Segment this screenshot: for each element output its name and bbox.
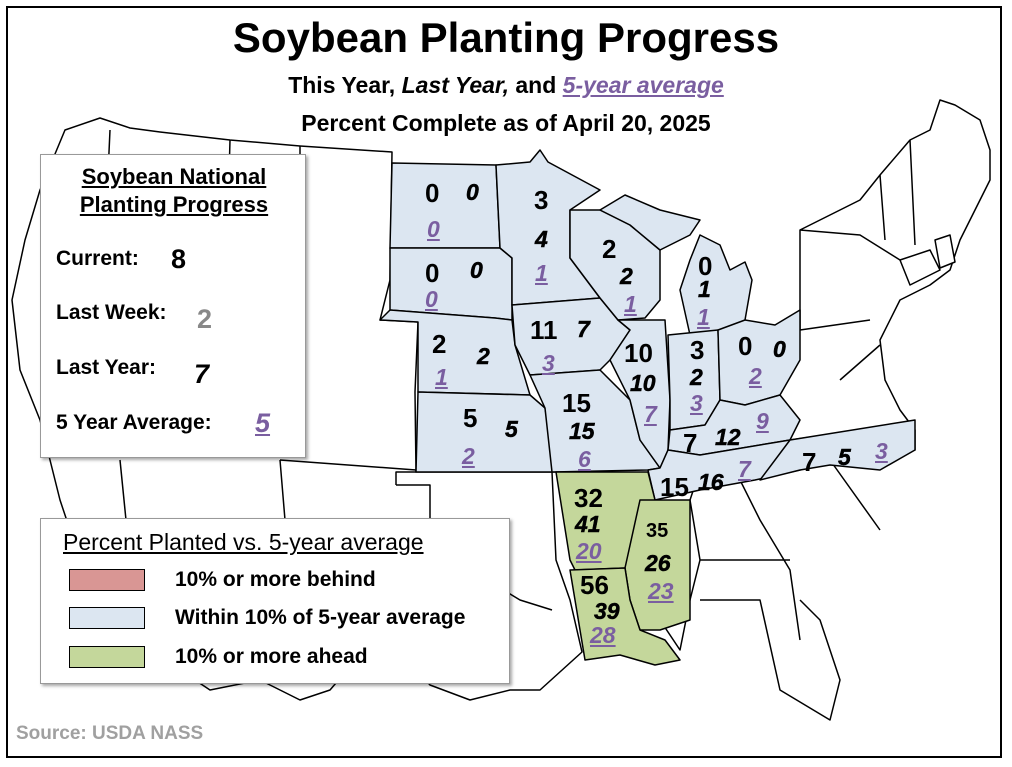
legend-label-behind: 10% or more behind: [175, 568, 376, 591]
state-south-dakota: [389, 247, 513, 321]
legend-swatch-behind: [69, 569, 145, 591]
ar-last-year: 41: [575, 511, 601, 537]
nc-current: 7: [802, 447, 817, 477]
last-year-label: Last Year:: [56, 356, 157, 379]
national-header: Soybean National Planting Progress: [41, 163, 307, 219]
ks-avg: 2: [462, 443, 475, 469]
oh-last-year: 0: [773, 336, 786, 362]
national-header-line2: Planting Progress: [79, 192, 269, 217]
as-of-date: Percent Complete as of April 20, 2025: [301, 110, 711, 136]
ms-last-year: 26: [645, 550, 671, 576]
mi-current: 0: [698, 251, 713, 281]
northeast-outline: [899, 234, 956, 286]
wi-last-year: 2: [620, 263, 633, 289]
state-louisiana: [569, 567, 681, 666]
la-last-year: 39: [594, 598, 620, 624]
chart-frame: [6, 6, 1002, 758]
mi-last-year: 1: [698, 276, 711, 302]
legend-title: Percent Planted vs. 5-year average: [63, 529, 424, 555]
state-michigan-upper: [599, 194, 701, 251]
state-michigan: [679, 234, 753, 336]
la-current: 56: [580, 570, 609, 600]
mo-last-year: 15: [569, 418, 595, 444]
avg-label: 5 Year Average:: [56, 411, 212, 434]
subtitle-pre: This Year,: [288, 72, 402, 98]
ms-current: 35: [646, 520, 669, 542]
legend-label-ahead: 10% or more ahead: [175, 645, 368, 668]
last-year-value: 7: [194, 359, 210, 389]
ky-last-year: 12: [715, 424, 741, 450]
national-progress-box: Soybean National Planting Progress Curren…: [40, 154, 306, 458]
tn-current: 15: [660, 472, 689, 502]
ia-current: 11: [530, 315, 558, 345]
subtitle-mid: and: [509, 72, 563, 98]
nc-avg: 3: [875, 438, 888, 464]
mo-avg: 6: [578, 446, 591, 472]
oh-current: 0: [738, 331, 753, 361]
mo-current: 15: [562, 388, 591, 418]
il-current: 10: [624, 338, 653, 368]
nd-current: 0: [425, 178, 440, 208]
ks-current: 5: [463, 403, 478, 433]
state-kansas: [415, 391, 557, 473]
in-current: 3: [690, 335, 705, 365]
sd-current: 0: [425, 258, 440, 288]
current-value: 8: [171, 244, 187, 274]
state-north-dakota: [389, 162, 501, 249]
wi-current: 2: [602, 234, 617, 264]
subtitle-avg: 5-year average: [562, 72, 724, 98]
current-label: Current:: [56, 247, 139, 270]
tn-avg: 7: [738, 456, 751, 482]
legend: Percent Planted vs. 5-year average 10% o…: [40, 518, 510, 684]
ar-avg: 20: [576, 538, 602, 564]
ky-avg: 9: [756, 408, 769, 434]
oh-avg: 2: [749, 363, 762, 389]
subtitle-last-year: Last Year,: [401, 72, 509, 98]
chart-title: Soybean Planting Progress: [232, 14, 780, 61]
in-last-year: 2: [690, 364, 703, 390]
ne-avg: 1: [435, 364, 448, 390]
il-last-year: 10: [630, 370, 656, 396]
legend-swatch-within: [69, 607, 145, 629]
nc-last-year: 5: [838, 444, 851, 470]
ne-last-year: 2: [477, 343, 490, 369]
state-north-carolina: [759, 419, 916, 481]
mi-avg: 1: [697, 304, 710, 330]
last-week-value: 2: [197, 304, 213, 334]
nd-avg: 0: [427, 216, 440, 242]
tn-last-year: 16: [698, 469, 724, 495]
national-header-line1: Soybean National: [81, 164, 267, 189]
chart-subtitle: This Year, Last Year, and 5-year average: [0, 72, 1012, 99]
sd-last-year: 0: [470, 257, 483, 283]
nd-last-year: 0: [466, 179, 479, 205]
east-dividers: [700, 139, 916, 721]
ne-current: 2: [432, 329, 447, 359]
ia-avg: 3: [542, 350, 555, 376]
last-week-label: Last Week:: [56, 301, 167, 324]
ks-last-year: 5: [505, 416, 518, 442]
mn-current: 3: [534, 185, 549, 215]
state-illinois: [609, 319, 671, 469]
ms-avg: 23: [648, 578, 674, 604]
mn-avg: 1: [535, 260, 548, 286]
oklahoma-outline: [395, 471, 416, 485]
sd-avg: 0: [425, 286, 438, 312]
ia-last-year: 7: [577, 316, 590, 342]
il-avg: 7: [644, 401, 657, 427]
in-avg: 3: [690, 390, 703, 416]
source-note: Source: USDA NASS: [16, 723, 204, 744]
legend-swatch-ahead: [69, 646, 145, 668]
ky-current: 7: [683, 428, 698, 458]
avg-value: 5: [255, 408, 271, 438]
mn-last-year: 4: [535, 226, 548, 252]
la-avg: 28: [590, 622, 616, 648]
legend-label-within: Within 10% of 5-year average: [175, 606, 466, 629]
wi-avg: 1: [624, 291, 637, 317]
ar-current: 32: [574, 483, 603, 513]
